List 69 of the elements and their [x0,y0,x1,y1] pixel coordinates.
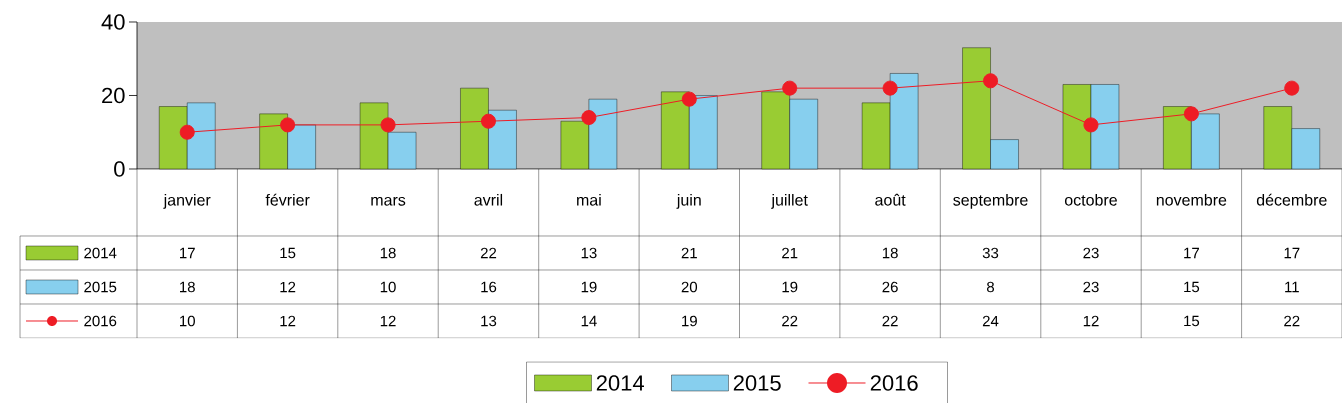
point [480,113,496,129]
data-label: 33 [982,247,999,259]
data-label: 10 [180,315,195,327]
point [581,110,597,126]
text: 2016 [870,375,918,391]
point [681,91,697,107]
data-label: 18 [882,247,898,259]
x-tick-label: janvier [163,193,211,209]
data-label: 19 [581,281,597,293]
data-label: 12 [1083,315,1099,327]
data-label: 12 [280,315,296,327]
data-label: 24 [982,315,999,327]
x-tick-label: décembre [1256,193,1327,206]
x-tick-label: novembre [1156,193,1227,206]
data-label: 22 [1284,315,1300,327]
data-label: 17 [180,247,195,259]
legend-label: 2014 [84,247,117,259]
point [280,117,296,133]
data-label: 20 [681,281,698,293]
legend-label: 2016 [84,315,117,327]
data-label: 21 [782,247,798,259]
x-tick-label: avril [474,193,503,206]
point [983,73,999,89]
data-label: 19 [782,281,798,293]
data-label: 23 [1083,247,1099,259]
text: 2014 [596,375,644,391]
data-label: 15 [1184,315,1200,327]
legend-label: 2015 [84,281,117,293]
y-tick-label: 40 [101,14,125,30]
data-label: 22 [480,247,497,259]
data-label: 18 [180,281,195,293]
data-label: 15 [280,247,296,259]
x-tick-label: mars [371,196,406,206]
data-label: 23 [1083,281,1099,293]
x-tick-label: octobre [1064,193,1117,206]
data-label: 17 [1284,247,1300,259]
point [1284,80,1300,96]
x-tick-label: mai [577,193,601,206]
data-label: 17 [1184,247,1199,259]
y-tick-label: 0 [114,161,125,177]
data-label: 19 [682,315,697,327]
x-tick-label: juillet [771,193,808,209]
y-tick-label: 20 [102,87,125,104]
x-tick-label: février [265,193,310,206]
point [380,117,396,133]
data-label: 22 [782,315,798,327]
data-label: 12 [280,281,296,293]
data-label: 18 [380,247,396,259]
data-label: 21 [681,247,697,259]
data-label: 15 [1184,281,1200,293]
data-label: 13 [481,315,497,327]
x-tick-label: septembre [953,193,1028,209]
x-tick-label: juin [676,193,701,209]
data-label: 11 [1285,281,1299,293]
data-label: 16 [481,281,497,293]
data-label: 22 [882,315,898,327]
point [782,80,798,96]
point [1083,117,1099,133]
data-label: 26 [882,281,898,293]
data-label: 13 [581,247,597,259]
data-label: 14 [581,315,597,327]
point [882,80,898,96]
point [1183,106,1199,122]
data-label: 10 [380,281,396,293]
x-tick-label: août [875,193,906,206]
text: 2015 [733,375,781,391]
point [179,124,195,140]
data-label: 8 [986,281,995,293]
data-label: 12 [380,315,396,327]
